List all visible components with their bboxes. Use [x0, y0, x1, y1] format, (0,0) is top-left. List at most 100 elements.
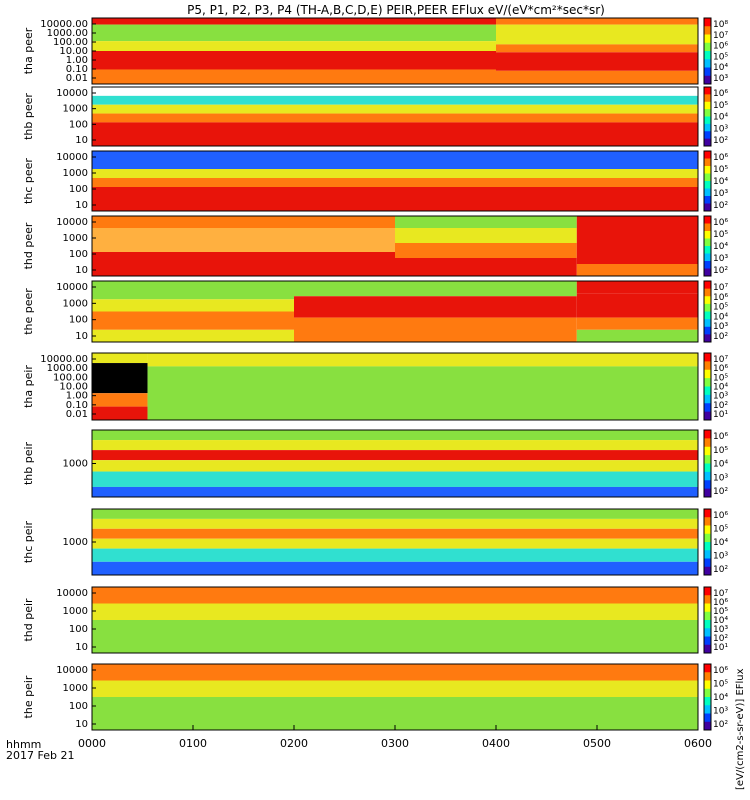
spectrogram-band [92, 548, 698, 562]
colorbar-tick-label: 10⁶ [713, 432, 728, 442]
colorbar-segment [704, 42, 711, 52]
colorbar-segment [704, 488, 711, 498]
colorbar-tick-label: 10⁶ [713, 42, 728, 52]
spectrogram-band [92, 18, 496, 25]
colorbar-segment [704, 223, 711, 232]
spectrogram-band [92, 430, 698, 441]
colorbar-tick-label: 10⁶ [713, 293, 728, 303]
colorbar-segment [704, 403, 711, 413]
spectrogram-band [92, 41, 496, 51]
spectrogram-band [92, 603, 698, 620]
spectrogram-band [92, 680, 698, 697]
panel-label: thd peir [22, 598, 35, 642]
colorbar-label: [eV/(cm2-s-sr-eV)] EFlux [735, 668, 746, 790]
spectrogram-band [92, 329, 294, 342]
spectrogram-band [92, 169, 698, 178]
y-tick-label: 1000 [63, 606, 88, 617]
y-tick-label: 10000 [56, 217, 88, 228]
y-tick-label: 1000 [63, 233, 88, 244]
colorbar-tick-label: 10⁴ [713, 693, 728, 703]
panel-thd-peer: 10000 1000 100 10 thd peer 10⁶ 10⁵ 10⁴ 10³ 10² [22, 215, 728, 277]
y-tick-label: 0.10 [66, 64, 88, 75]
colorbar-segment [704, 369, 711, 379]
spectrogram-band [395, 228, 577, 243]
colorbar-tick-label: 10² [713, 401, 728, 411]
colorbar-tick-label: 10³ [713, 625, 728, 635]
y-tick-label: 1.00 [66, 55, 88, 66]
spectrogram-band [576, 317, 698, 330]
y-tick-label: 10000 [56, 588, 88, 599]
colorbar-tick-label: 10⁴ [713, 63, 728, 73]
y-tick-label: 10 [75, 331, 88, 342]
panel-label: thc peir [22, 520, 35, 563]
y-tick-label: 10000.00 [40, 19, 88, 30]
x-tick-label: 0600 [684, 737, 712, 750]
colorbar-tick-label: 10⁴ [713, 538, 728, 548]
panel-label: thd peer [22, 222, 35, 269]
y-tick-label: 100 [69, 119, 88, 130]
colorbar-segment [704, 173, 711, 182]
colorbar-segment [704, 713, 711, 723]
spectrogram-band [496, 18, 698, 25]
panel-frame [91, 86, 699, 147]
spectrogram-band [92, 69, 496, 84]
colorbar-tick-label: 10² [713, 565, 728, 575]
colorbar-tick-label: 10³ [713, 74, 728, 84]
y-tick-label: 1000.00 [47, 28, 88, 39]
colorbar-segment [704, 533, 711, 543]
colorbar-segment [704, 636, 711, 646]
colorbar-tick-label: 10⁶ [713, 153, 728, 163]
colorbar-segment [704, 151, 711, 159]
colorbar-segment [704, 67, 711, 77]
colorbar-frame [703, 215, 712, 277]
colorbar-tick-label: 10⁴ [713, 312, 728, 322]
colorbar-segment [704, 311, 711, 320]
spectrogram-band [92, 486, 698, 497]
colorbar-segment [704, 542, 711, 551]
colorbar-tick-label: 10⁷ [713, 355, 728, 365]
colorbar-tick-label: 10⁷ [713, 589, 728, 599]
spectrogram-band [92, 104, 698, 114]
spectrogram-band [576, 216, 698, 246]
spectrogram-band [496, 44, 698, 53]
colorbar-segment [704, 361, 711, 371]
colorbar-tick-label: 10⁴ [713, 616, 728, 626]
x-tick-label: 0500 [583, 737, 611, 750]
spectrogram-band [92, 363, 148, 394]
colorbar-segment [704, 446, 711, 456]
panel-label: thb peer [22, 93, 35, 140]
colorbar-tick-label: 10⁵ [713, 680, 728, 690]
spectrogram-band [92, 122, 698, 146]
spectrogram-band [92, 187, 698, 211]
y-tick-label: 10000 [56, 152, 88, 163]
spectrogram-band [92, 561, 698, 575]
colorbar-tick-label: 10⁵ [713, 446, 728, 456]
colorbar-segment [704, 319, 711, 328]
colorbar-segment [704, 216, 711, 224]
colorbar-segment [704, 123, 711, 132]
colorbar-tick-label: 10⁶ [713, 511, 728, 521]
colorbar-frame [703, 17, 712, 85]
colorbar-segment [704, 471, 711, 481]
colorbar-segment [704, 94, 711, 103]
y-tick-label: 10 [75, 642, 88, 653]
colorbar-segment [704, 166, 711, 174]
spectrogram-band [496, 70, 698, 84]
colorbar-segment [704, 231, 711, 239]
date-label: 2017 Feb 21 [6, 749, 74, 762]
panel-frame [91, 150, 699, 212]
colorbar-segment [704, 196, 711, 204]
colorbar-segment [704, 463, 711, 473]
colorbar-tick-label: 10³ [713, 707, 728, 717]
colorbar-tick-label: 10⁵ [713, 230, 728, 240]
colorbar-segment [704, 246, 711, 254]
colorbar-segment [704, 138, 711, 147]
colorbar-segment [704, 188, 711, 197]
colorbar-segment [704, 705, 711, 714]
y-tick-label: 1000 [63, 459, 88, 470]
spectrogram-band [576, 264, 698, 276]
